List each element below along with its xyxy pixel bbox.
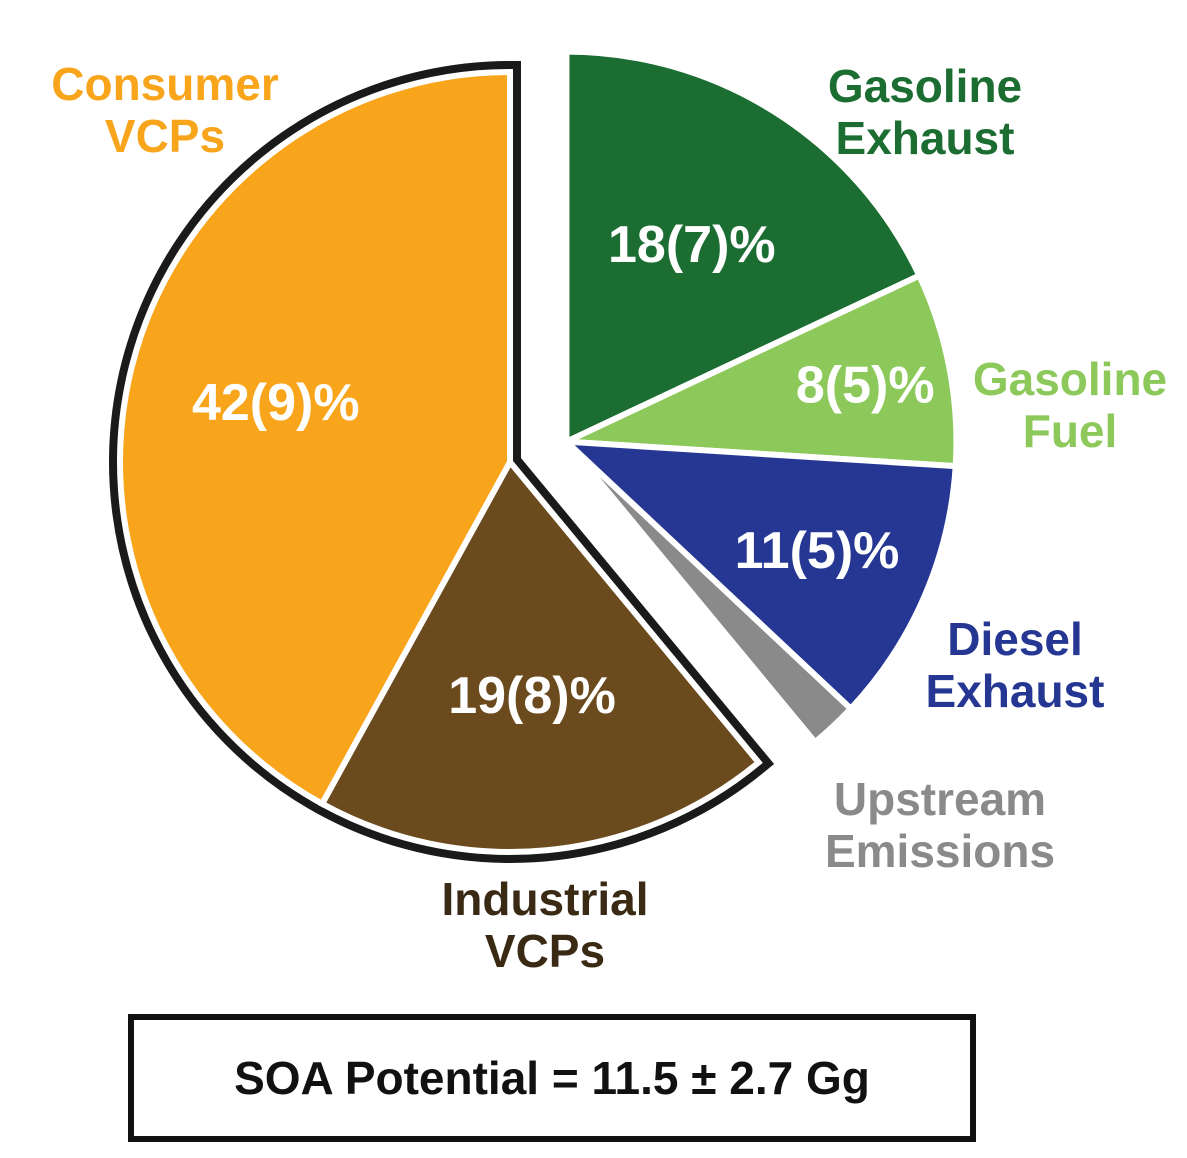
pie-slice-industrial-vcps [318, 456, 763, 855]
pie-slice-consumer-vcps [117, 68, 513, 808]
category-label-line: Fuel [1023, 405, 1118, 457]
pie-slice-upstream-emissions [564, 439, 855, 747]
category-label-line: Exhaust [836, 112, 1015, 164]
category-label-line: Industrial [441, 873, 648, 925]
slice-category-label: Industrial VCPs [441, 873, 648, 977]
category-label-line: VCPs [105, 110, 225, 162]
slice-value-label: 18(7)% [608, 216, 776, 274]
slice-value-label: 8(5)% [796, 357, 935, 415]
slice-category-label: Gasoline Fuel [973, 353, 1167, 457]
pie-slice-gasoline-exhaust [563, 48, 924, 447]
pie-chart: 18(7)%8(5)%11(5)%19(8)%42(9)% Gasoline Ex… [51, 48, 1168, 977]
slice-category-label: Upstream Emissions [825, 773, 1055, 877]
category-label-line: Diesel [947, 613, 1083, 665]
category-label-line: Gasoline [973, 353, 1167, 405]
category-label-line: Gasoline [828, 60, 1022, 112]
category-label-line: Consumer [51, 58, 279, 110]
category-label-line: Emissions [825, 825, 1055, 877]
category-label-line: Exhaust [926, 665, 1105, 717]
category-label-line: Upstream [834, 773, 1046, 825]
pie-slice-gasoline-fuel [565, 271, 960, 470]
pie-slice-diesel-exhaust [558, 438, 959, 713]
slice-value-label: 42(9)% [192, 374, 360, 432]
slice-value-label: 11(5)% [735, 522, 900, 580]
slice-category-label: Consumer VCPs [51, 58, 279, 162]
slice-value-label: 19(8)% [448, 667, 616, 725]
soa-potential-text: SOA Potential = 11.5 ± 2.7 Gg [234, 1052, 870, 1104]
category-label-line: VCPs [485, 925, 605, 977]
slice-category-label: Gasoline Exhaust [828, 60, 1022, 164]
soa-potential-box: SOA Potential = 11.5 ± 2.7 Gg [128, 1014, 976, 1142]
slice-category-label: Diesel Exhaust [926, 613, 1105, 717]
